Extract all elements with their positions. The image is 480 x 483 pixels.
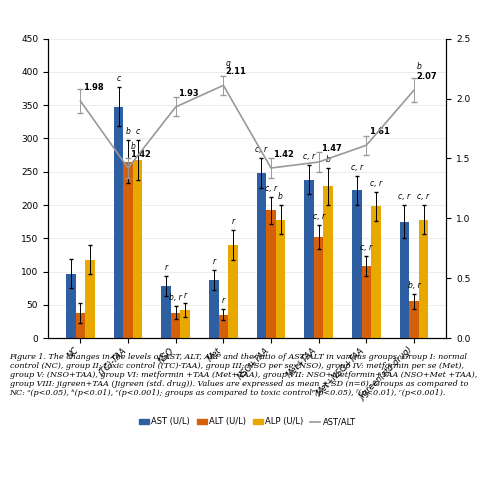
Text: 1.98: 1.98 xyxy=(83,83,103,92)
Text: c, r: c, r xyxy=(255,145,267,155)
Text: Figure 1. The changes in the levels of AST, ALT, ALP and the ratio of AST/ALT in: Figure 1. The changes in the levels of A… xyxy=(10,353,477,398)
Bar xyxy=(171,313,180,338)
Bar xyxy=(161,286,171,338)
Bar xyxy=(352,190,361,338)
Text: 1.42: 1.42 xyxy=(131,150,151,159)
Bar xyxy=(400,222,409,338)
Bar xyxy=(114,107,123,338)
Text: 1.47: 1.47 xyxy=(321,144,342,153)
Text: 2.11: 2.11 xyxy=(226,67,247,76)
Text: r: r xyxy=(231,217,234,227)
Text: c: c xyxy=(135,127,140,136)
Text: b: b xyxy=(326,155,331,164)
Text: c, r: c, r xyxy=(312,212,325,221)
Text: r: r xyxy=(165,263,168,272)
Bar xyxy=(85,259,95,338)
Text: b: b xyxy=(126,128,131,137)
Bar xyxy=(123,162,133,338)
Bar xyxy=(276,220,285,338)
Text: b: b xyxy=(278,192,283,201)
Bar xyxy=(409,301,419,338)
Bar xyxy=(324,186,333,338)
Bar xyxy=(66,273,76,338)
Bar xyxy=(304,180,314,338)
Text: c, r: c, r xyxy=(398,192,410,201)
Text: r: r xyxy=(184,290,187,299)
Text: c, r: c, r xyxy=(360,243,372,252)
Text: r: r xyxy=(222,297,225,305)
Text: b: b xyxy=(131,142,135,151)
Text: c: c xyxy=(117,73,120,83)
Bar xyxy=(257,173,266,338)
Legend: AST (U/L), ALT (U/L), ALP (U/L), AST/ALT: AST (U/L), ALT (U/L), ALP (U/L), AST/ALT xyxy=(135,414,359,430)
Bar xyxy=(419,220,428,338)
Bar xyxy=(361,266,371,338)
Bar xyxy=(180,310,190,338)
Text: 1.61: 1.61 xyxy=(369,127,390,136)
Bar xyxy=(266,210,276,338)
Text: c, r: c, r xyxy=(351,163,363,172)
Text: b, r: b, r xyxy=(169,293,182,302)
Bar xyxy=(228,245,238,338)
Text: r: r xyxy=(212,257,216,266)
Bar xyxy=(209,280,218,338)
Bar xyxy=(133,160,143,338)
Text: c, r: c, r xyxy=(418,192,430,201)
Bar xyxy=(218,315,228,338)
Text: c, r: c, r xyxy=(303,152,315,161)
Text: q: q xyxy=(226,59,230,69)
Text: c, r: c, r xyxy=(265,184,277,193)
Text: b: b xyxy=(416,62,421,71)
Text: c, r: c, r xyxy=(370,179,382,188)
Text: b, r: b, r xyxy=(408,281,420,289)
Bar xyxy=(76,313,85,338)
Bar xyxy=(371,206,381,338)
Text: 1.93: 1.93 xyxy=(178,88,199,98)
Bar xyxy=(314,237,324,338)
Text: 1.42: 1.42 xyxy=(274,150,294,159)
Text: 2.07: 2.07 xyxy=(416,72,437,81)
